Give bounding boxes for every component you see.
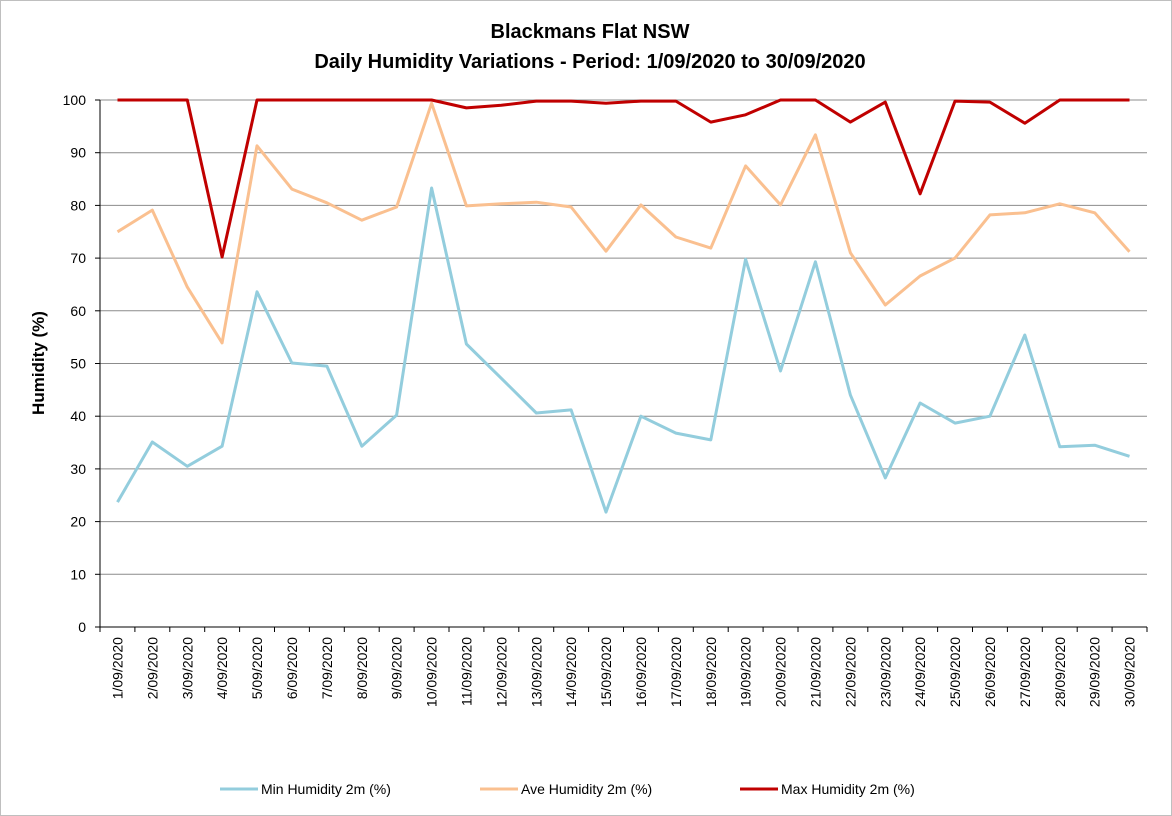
- x-tick-label: 27/09/2020: [1017, 637, 1033, 707]
- x-tick-label: 2/09/2020: [144, 637, 160, 699]
- chart-title: Blackmans Flat NSW: [491, 21, 690, 43]
- chart-subtitle: Daily Humidity Variations - Period: 1/09…: [314, 51, 865, 73]
- y-tick-label: 90: [70, 145, 86, 161]
- x-tick-label: 22/09/2020: [842, 637, 858, 707]
- y-tick-label: 70: [70, 250, 86, 266]
- x-tick-label: 19/09/2020: [738, 637, 754, 707]
- y-tick-label: 60: [70, 303, 86, 319]
- legend-label: Max Humidity 2m (%): [781, 781, 915, 797]
- x-tick-label: 23/09/2020: [877, 637, 893, 707]
- x-tick-label: 10/09/2020: [424, 637, 440, 707]
- x-tick-label: 17/09/2020: [668, 637, 684, 707]
- legend-label: Min Humidity 2m (%): [261, 781, 391, 797]
- x-tick-label: 24/09/2020: [912, 637, 928, 707]
- x-tick-label: 4/09/2020: [214, 637, 230, 699]
- x-tick-label: 11/09/2020: [458, 637, 474, 706]
- series-line: [117, 98, 1130, 259]
- y-tick-label: 50: [70, 356, 86, 372]
- x-tick-label: 8/09/2020: [354, 637, 370, 699]
- y-tick-label: 40: [70, 408, 86, 424]
- x-tick-label: 20/09/2020: [773, 637, 789, 707]
- y-tick-label: 0: [78, 619, 86, 635]
- series-line: [116, 186, 1130, 514]
- x-tick-label: 14/09/2020: [563, 637, 579, 707]
- x-tick-label: 3/09/2020: [179, 637, 195, 699]
- x-tick-label: 18/09/2020: [703, 637, 719, 707]
- x-tick-label: 16/09/2020: [633, 637, 649, 707]
- x-tick-label: 15/09/2020: [598, 637, 614, 707]
- x-tick-label: 1/09/2020: [109, 637, 125, 699]
- x-tick-label: 25/09/2020: [947, 637, 963, 707]
- y-tick-label: 80: [70, 197, 86, 213]
- y-axis-label: Humidity (%): [29, 311, 48, 415]
- x-tick-label: 30/09/2020: [1122, 637, 1138, 707]
- x-tick-label: 5/09/2020: [249, 637, 265, 699]
- x-tick-label: 9/09/2020: [389, 637, 405, 699]
- x-tick-label: 13/09/2020: [528, 637, 544, 707]
- series-line: [116, 101, 1131, 345]
- x-tick-label: 6/09/2020: [284, 637, 300, 699]
- y-tick-label: 30: [70, 461, 86, 477]
- x-tick-label: 21/09/2020: [807, 637, 823, 707]
- y-tick-label: 10: [70, 566, 86, 582]
- legend-label: Ave Humidity 2m (%): [521, 781, 652, 797]
- x-tick-label: 7/09/2020: [319, 637, 335, 699]
- x-tick-label: 29/09/2020: [1087, 637, 1103, 707]
- x-tick-label: 12/09/2020: [493, 637, 509, 707]
- x-tick-label: 26/09/2020: [982, 637, 998, 707]
- x-tick-label: 28/09/2020: [1052, 637, 1068, 707]
- y-tick-label: 100: [63, 92, 87, 108]
- y-tick-label: 20: [70, 514, 86, 530]
